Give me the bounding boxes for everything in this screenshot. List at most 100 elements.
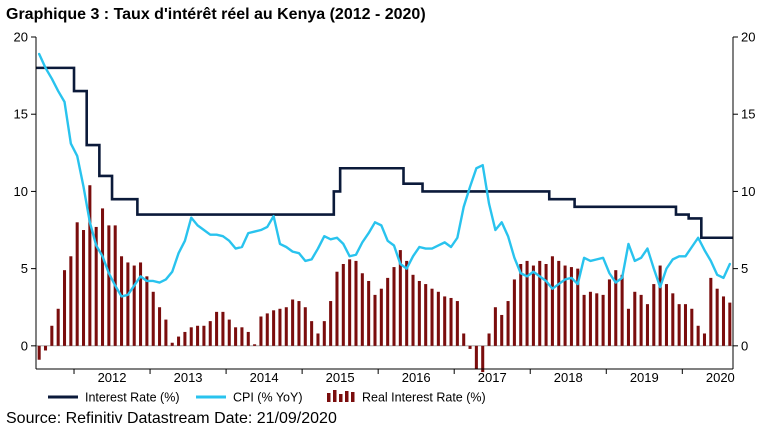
line-interest-rate [36,66,733,240]
bar-real-rate [145,276,149,346]
bar-real-rate [512,279,516,346]
y-tick-label-left: 20 [14,30,28,45]
bar-real-rate [430,288,434,346]
bar-real-rate [386,277,390,346]
bar-real-rate [620,274,624,346]
bar-real-rate [398,250,402,346]
y-tick-label-right: 10 [741,184,755,199]
bar-real-rate [595,293,599,346]
bar-real-rate [481,345,485,373]
bar-real-rate [62,270,67,346]
legend-item: Real Interest Rate (%) [327,390,486,405]
source-note: Source: Refinitiv Datastream Date: 21/09… [6,410,337,427]
bar-real-rate [576,268,580,346]
bar-real-rate [601,294,605,346]
legend-item: CPI (% YoY) [196,391,302,405]
x-tick-label: 2015 [326,370,355,385]
bar-real-rate [132,265,136,346]
legend-item: Interest Rate (%) [48,391,179,405]
y-tick-label-left: 0 [21,338,28,353]
bar-real-rate [259,316,263,346]
x-tick-label: 2012 [98,370,127,385]
bar-real-rate [405,260,409,346]
bar-real-rate [284,307,288,346]
bar-real-rate [633,291,637,346]
bar-real-rate [208,321,212,346]
bar-real-rate [107,225,111,346]
bar-real-rate [221,311,225,346]
bar-real-rate [297,301,301,346]
bar-real-rate [246,331,250,346]
bar-real-rate [531,265,535,346]
bar-real-rate [291,299,295,346]
bar-real-rate [639,294,643,346]
y-tick-label-left: 10 [14,184,28,199]
bar-real-rate [265,313,269,346]
bar-real-rate [455,301,459,346]
bar-real-rate [164,319,168,346]
bar-real-rate [525,260,529,346]
legend-swatch-bar [345,391,349,402]
x-tick-label: 2020 [706,370,735,385]
bar-real-rate [500,314,504,346]
bar-real-rate [557,260,561,346]
bar-real-rate [443,296,447,346]
bar-real-rate [75,222,79,346]
bar-real-rate [177,336,181,346]
legend-swatch-bar [333,390,337,402]
bar-real-rate [652,284,656,346]
bar-real-rate [94,226,98,346]
bar-real-rate [411,274,415,346]
bar-real-rate [158,307,162,346]
bar-real-rate [563,265,567,346]
real-rate-bars [37,185,732,373]
bar-real-rate [519,263,523,346]
bar-real-rate [550,256,554,346]
bar-real-rate [728,302,732,346]
bar-real-rate [189,327,193,346]
bar-real-rate [614,270,618,346]
bar-real-rate [50,325,54,346]
x-tick-label: 2019 [630,370,659,385]
legend-swatch-bar [327,393,331,402]
bar-real-rate [702,333,707,346]
y-tick-label-right: 0 [741,338,748,353]
x-tick-label: 2014 [250,370,279,385]
bar-real-rate [658,265,662,346]
bar-real-rate [690,308,694,346]
bar-real-rate [424,284,428,346]
bar-real-rate [69,256,73,346]
bar-real-rate [360,273,364,346]
y-tick-label-left: 15 [14,107,28,122]
bar-real-rate [538,260,542,346]
bar-real-rate [417,280,421,346]
x-tick-label: 2016 [402,370,431,385]
bar-real-rate [126,262,130,346]
bar-real-rate [671,293,675,346]
y-tick-label-left: 5 [21,261,28,276]
bar-real-rate [341,263,345,346]
x-tick-label: 2018 [554,370,583,385]
bar-real-rate [506,301,510,346]
axes-layer [31,36,738,374]
bar-real-rate [468,345,472,349]
bar-real-rate [234,327,238,346]
bar-real-rate [101,208,105,346]
bar-real-rate [696,325,700,346]
bar-real-rate [354,260,358,346]
legend-label: Real Interest Rate (%) [362,391,486,405]
legend-swatch-bar [351,392,355,402]
bar-real-rate [348,259,352,346]
bar-real-rate [715,288,719,346]
bar-real-rate [677,304,681,346]
bar-real-rate [449,297,453,346]
bar-real-rate [474,345,478,369]
bar-real-rate [310,321,314,346]
bar-real-rate [170,342,174,346]
x-tick-label: 2017 [478,370,507,385]
bar-real-rate [487,333,491,346]
bar-real-rate [329,301,333,346]
bar-real-rate [379,288,383,346]
bar-real-rate [721,296,726,346]
